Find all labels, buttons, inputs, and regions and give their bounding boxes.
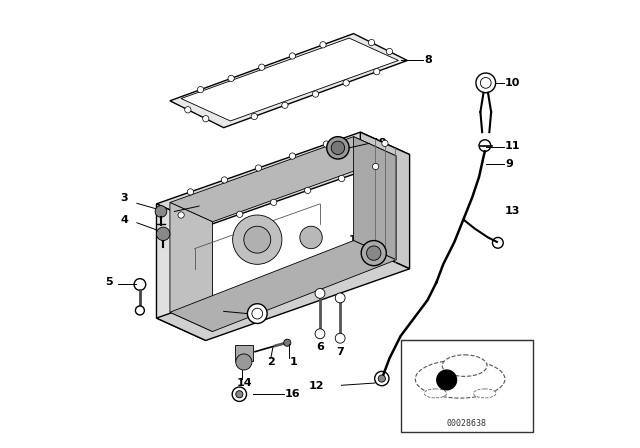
- Circle shape: [335, 333, 345, 343]
- Ellipse shape: [415, 360, 505, 398]
- Circle shape: [374, 69, 380, 75]
- Circle shape: [134, 279, 146, 290]
- Polygon shape: [170, 202, 212, 332]
- Text: 15: 15: [195, 306, 210, 315]
- Circle shape: [188, 189, 193, 195]
- Text: 9: 9: [505, 159, 513, 168]
- Circle shape: [136, 306, 145, 315]
- Polygon shape: [170, 241, 396, 332]
- Circle shape: [185, 107, 191, 113]
- Text: 5: 5: [105, 277, 113, 287]
- Ellipse shape: [442, 355, 487, 376]
- Text: 10: 10: [505, 78, 520, 88]
- Text: 8: 8: [424, 56, 432, 65]
- Polygon shape: [181, 38, 398, 121]
- Circle shape: [284, 339, 291, 346]
- Circle shape: [236, 391, 243, 398]
- Circle shape: [343, 80, 349, 86]
- Circle shape: [252, 308, 262, 319]
- Circle shape: [244, 226, 271, 253]
- Circle shape: [155, 206, 167, 217]
- Polygon shape: [170, 137, 396, 222]
- Circle shape: [259, 64, 265, 70]
- Polygon shape: [157, 246, 410, 340]
- Circle shape: [282, 102, 288, 108]
- Ellipse shape: [424, 389, 447, 398]
- Circle shape: [203, 116, 209, 122]
- Circle shape: [271, 199, 277, 206]
- Circle shape: [237, 211, 243, 217]
- Circle shape: [157, 227, 170, 241]
- Text: 2: 2: [267, 357, 275, 367]
- Circle shape: [315, 329, 325, 339]
- Circle shape: [335, 293, 345, 303]
- Polygon shape: [157, 204, 206, 340]
- Text: 12: 12: [309, 381, 324, 391]
- Polygon shape: [170, 34, 407, 128]
- Circle shape: [367, 246, 381, 260]
- Circle shape: [320, 42, 326, 48]
- Text: 11: 11: [505, 141, 520, 151]
- Circle shape: [339, 175, 345, 181]
- Circle shape: [236, 354, 252, 370]
- Circle shape: [323, 141, 330, 147]
- Polygon shape: [235, 345, 253, 361]
- Text: 16: 16: [285, 389, 301, 399]
- Text: 14: 14: [237, 378, 253, 388]
- Circle shape: [378, 375, 385, 382]
- Text: 7: 7: [337, 347, 344, 357]
- Text: 3: 3: [121, 193, 128, 203]
- Circle shape: [361, 241, 387, 266]
- Text: 00028638: 00028638: [447, 418, 487, 428]
- Circle shape: [233, 215, 282, 264]
- Circle shape: [372, 164, 379, 170]
- Circle shape: [221, 177, 228, 183]
- Circle shape: [232, 387, 246, 401]
- Circle shape: [387, 48, 392, 55]
- Circle shape: [369, 39, 374, 46]
- Circle shape: [248, 304, 267, 323]
- Circle shape: [300, 226, 323, 249]
- Circle shape: [382, 140, 388, 146]
- Text: 6: 6: [316, 342, 324, 352]
- Polygon shape: [353, 137, 396, 260]
- Text: 4: 4: [121, 215, 129, 224]
- Circle shape: [327, 137, 349, 159]
- Circle shape: [289, 153, 296, 159]
- Circle shape: [305, 187, 311, 194]
- Circle shape: [312, 91, 319, 97]
- Polygon shape: [157, 132, 410, 226]
- Circle shape: [197, 86, 204, 93]
- Circle shape: [228, 75, 234, 82]
- Circle shape: [289, 53, 296, 59]
- Text: 1: 1: [290, 357, 298, 367]
- Text: 18: 18: [371, 138, 387, 148]
- Circle shape: [251, 113, 257, 120]
- Circle shape: [315, 289, 325, 298]
- Circle shape: [255, 165, 262, 171]
- Circle shape: [437, 370, 456, 390]
- Circle shape: [178, 212, 184, 218]
- Circle shape: [332, 141, 345, 155]
- Text: 13: 13: [505, 206, 520, 215]
- Text: 17: 17: [349, 235, 365, 245]
- Polygon shape: [360, 132, 410, 269]
- Ellipse shape: [474, 389, 496, 398]
- Bar: [401, 340, 533, 432]
